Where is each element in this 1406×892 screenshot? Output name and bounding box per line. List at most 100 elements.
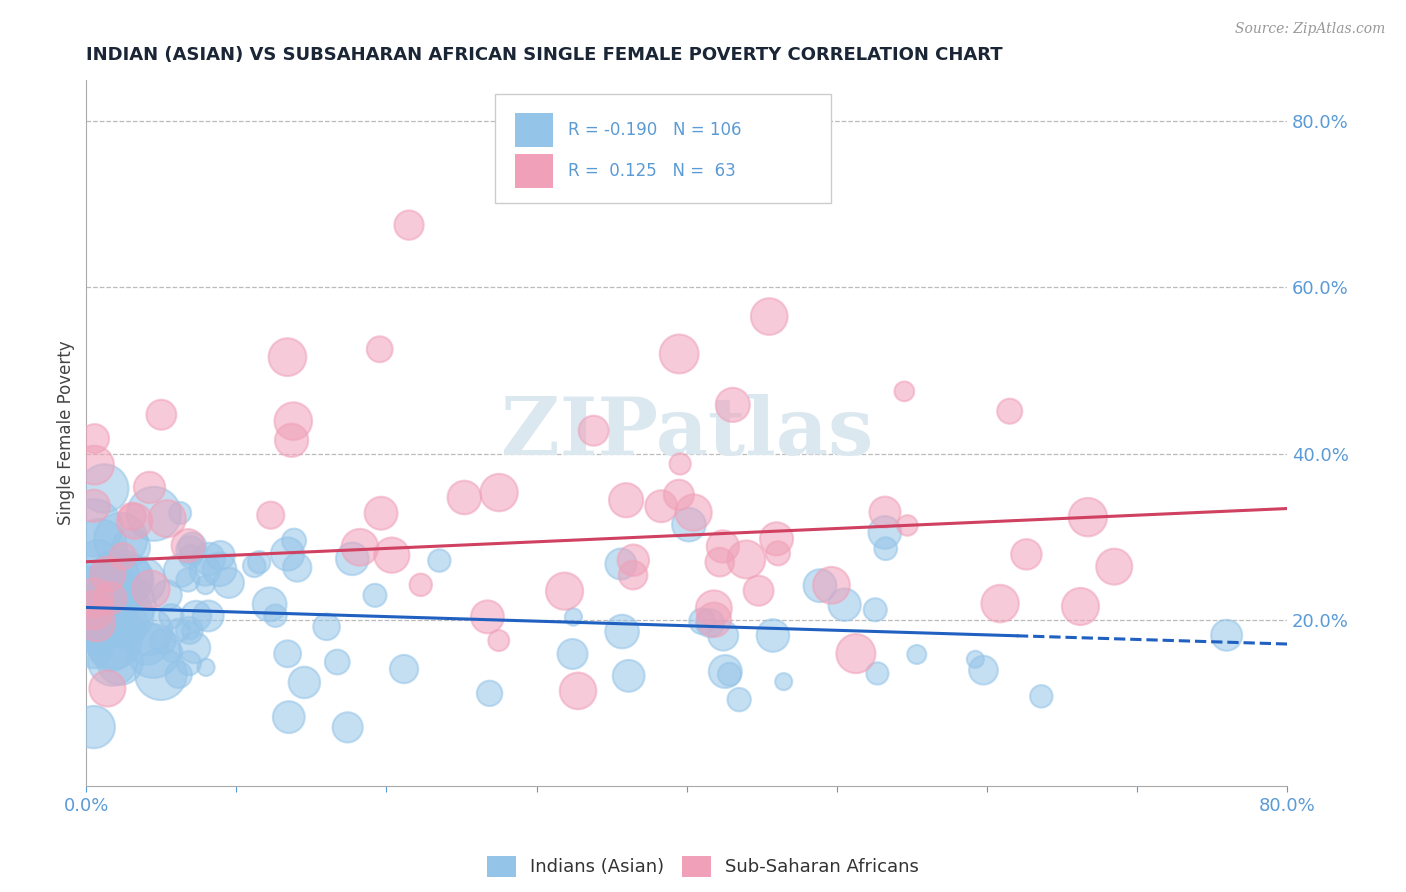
Point bbox=[349, 541, 371, 555]
Point bbox=[98, 591, 121, 606]
Point bbox=[845, 647, 868, 661]
Point bbox=[209, 549, 232, 563]
Point bbox=[427, 553, 450, 567]
Point bbox=[97, 567, 120, 582]
Point bbox=[124, 514, 146, 528]
Point bbox=[283, 414, 305, 428]
Point bbox=[160, 609, 183, 624]
Point bbox=[735, 552, 758, 566]
Point bbox=[103, 582, 125, 597]
Point bbox=[326, 655, 349, 669]
Point bbox=[834, 598, 856, 612]
Point bbox=[766, 546, 789, 560]
Point bbox=[276, 547, 298, 561]
Point bbox=[488, 485, 510, 500]
Point bbox=[120, 540, 142, 554]
Point bbox=[87, 553, 110, 567]
Point bbox=[342, 551, 364, 566]
Point bbox=[1031, 690, 1053, 704]
Point bbox=[972, 663, 994, 677]
FancyBboxPatch shape bbox=[495, 94, 831, 203]
Point bbox=[650, 500, 672, 514]
Point bbox=[988, 597, 1011, 611]
Y-axis label: Single Female Poverty: Single Female Poverty bbox=[58, 341, 75, 525]
Point bbox=[91, 616, 114, 631]
Point bbox=[893, 384, 915, 399]
Point bbox=[179, 624, 201, 638]
Point bbox=[283, 533, 305, 548]
Point bbox=[156, 511, 179, 525]
Point bbox=[315, 620, 337, 634]
Point bbox=[409, 578, 432, 592]
Point bbox=[1069, 599, 1091, 614]
Point bbox=[621, 568, 644, 582]
Point bbox=[83, 521, 105, 535]
Point bbox=[905, 648, 928, 662]
Point bbox=[368, 343, 391, 357]
Point bbox=[83, 432, 105, 446]
Point bbox=[103, 634, 125, 648]
Point bbox=[762, 628, 785, 642]
Point bbox=[721, 398, 744, 412]
Point bbox=[208, 562, 231, 576]
Point bbox=[83, 643, 105, 657]
Point bbox=[121, 509, 143, 524]
Point bbox=[169, 564, 191, 578]
Point bbox=[114, 619, 136, 633]
Point bbox=[669, 457, 692, 471]
Point bbox=[194, 578, 217, 592]
Point bbox=[160, 645, 183, 659]
Point bbox=[198, 552, 221, 566]
Point bbox=[83, 583, 105, 598]
Point bbox=[561, 647, 583, 661]
Point bbox=[1102, 559, 1125, 574]
Point bbox=[682, 506, 704, 520]
Point bbox=[728, 692, 751, 706]
Point bbox=[177, 656, 200, 670]
Point bbox=[86, 625, 108, 640]
Point bbox=[177, 539, 200, 553]
Point bbox=[169, 506, 191, 520]
Point bbox=[177, 573, 200, 587]
Text: ZIPatlas: ZIPatlas bbox=[501, 394, 873, 472]
Point bbox=[100, 619, 122, 633]
Point bbox=[772, 674, 794, 689]
Point bbox=[197, 609, 219, 624]
Text: Source: ZipAtlas.com: Source: ZipAtlas.com bbox=[1234, 22, 1385, 37]
FancyBboxPatch shape bbox=[515, 113, 554, 147]
Point bbox=[808, 579, 831, 593]
Point bbox=[617, 669, 640, 683]
Point bbox=[142, 507, 165, 521]
Point bbox=[194, 563, 217, 577]
Point bbox=[83, 618, 105, 632]
Point bbox=[142, 644, 165, 658]
Point bbox=[89, 539, 111, 553]
Point bbox=[370, 506, 392, 520]
Point bbox=[714, 665, 737, 679]
Point bbox=[758, 310, 780, 324]
Point bbox=[83, 720, 105, 734]
Point bbox=[247, 555, 270, 569]
Point bbox=[195, 660, 218, 674]
Point bbox=[292, 675, 315, 690]
Point bbox=[381, 548, 404, 562]
Point bbox=[477, 610, 499, 624]
Point bbox=[260, 508, 283, 523]
Text: R = -0.190   N = 106: R = -0.190 N = 106 bbox=[568, 121, 741, 139]
Point bbox=[139, 582, 162, 597]
Point bbox=[218, 575, 240, 590]
Point bbox=[453, 491, 475, 505]
Point bbox=[89, 598, 111, 612]
Point bbox=[110, 533, 132, 547]
Point bbox=[1215, 628, 1237, 642]
Point bbox=[748, 583, 770, 598]
Point bbox=[820, 578, 842, 592]
Point bbox=[136, 637, 159, 651]
Point bbox=[180, 624, 202, 638]
Point bbox=[83, 458, 105, 472]
Point bbox=[699, 616, 721, 631]
Point bbox=[97, 611, 120, 625]
Point bbox=[84, 596, 107, 610]
Point bbox=[103, 585, 125, 599]
Point bbox=[711, 540, 734, 554]
